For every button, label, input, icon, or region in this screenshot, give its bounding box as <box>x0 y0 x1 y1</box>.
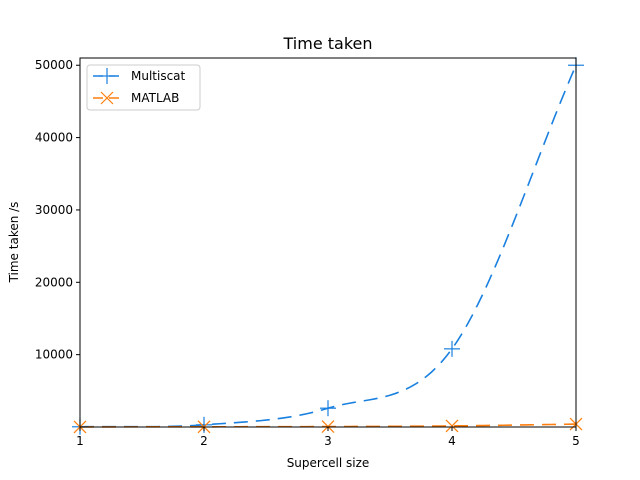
legend-label: Multiscat <box>131 69 186 83</box>
series-line <box>79 64 577 428</box>
y-tick-label: 10000 <box>35 348 73 362</box>
data-point <box>445 419 459 433</box>
legend-marker <box>100 91 114 105</box>
y-tick-label: 40000 <box>35 131 73 145</box>
x-tick-label: 5 <box>572 434 580 448</box>
y-tick-label: 30000 <box>35 203 73 217</box>
chart-title: Time taken <box>283 34 373 53</box>
y-tick-label: 50000 <box>35 58 73 72</box>
x-tick-label: 3 <box>324 434 332 448</box>
legend-label: MATLAB <box>131 91 179 105</box>
data-point <box>444 340 460 357</box>
plot-frame <box>79 57 577 428</box>
x-tick-label: 1 <box>76 434 84 448</box>
y-tick-label: 20000 <box>35 275 73 289</box>
legend-marker <box>99 68 115 84</box>
markers <box>72 57 584 435</box>
y-axis-title: Time taken /s <box>7 202 21 284</box>
x-tick-label: 4 <box>448 434 456 448</box>
x-axis: 1 2 3 4 5 <box>76 427 580 448</box>
x-tick-label: 2 <box>200 434 208 448</box>
legend: Multiscat MATLAB <box>86 64 201 111</box>
data-point <box>320 400 336 417</box>
y-axis: 10000 20000 30000 40000 50000 <box>35 58 80 362</box>
x-axis-title: Supercell size <box>287 456 370 470</box>
plot-lines <box>79 64 577 428</box>
